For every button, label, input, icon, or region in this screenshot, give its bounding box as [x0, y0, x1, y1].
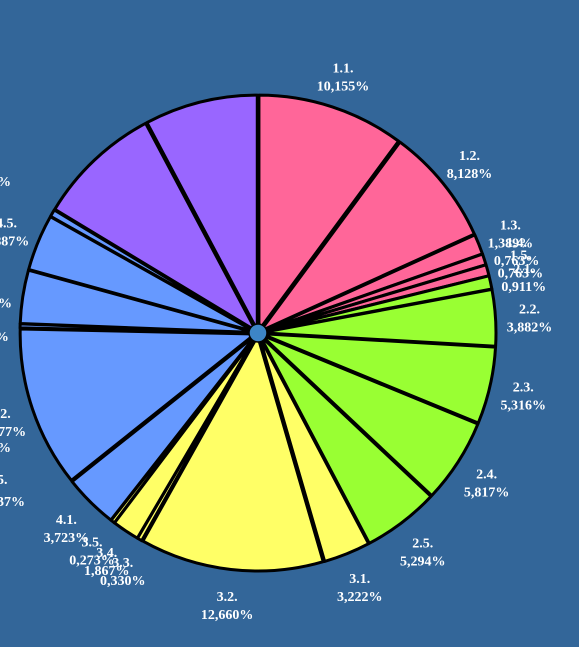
pie-slices [18, 93, 498, 573]
slice-value-label: 0,763% [498, 266, 544, 281]
pie-slice-1-2 [258, 140, 476, 333]
slice-value-label: 0,273% [69, 553, 115, 568]
pie-slice-5-2 [145, 93, 259, 332]
slice-category-label: 1.1. [333, 62, 354, 77]
slice-value-label: 1,867% [84, 564, 130, 579]
slice-category-label: 4.2. [0, 407, 11, 422]
slice-value-label: 11,077% [0, 425, 26, 440]
slice-category-label: 3.1. [349, 572, 370, 587]
slice-value-label: 3,222% [337, 590, 383, 605]
slice-category-label: 3.5. [81, 535, 102, 550]
slice-category-label: 2.2. [519, 303, 540, 318]
slice-category-label: 3.4. [96, 546, 117, 561]
slice-category-label: 2.5. [412, 536, 433, 551]
slice-value-label: 1,389% [488, 237, 534, 252]
slice-category-label: 1.5. [510, 248, 531, 263]
slice-value-label: 0,330% [100, 574, 146, 589]
pie-slice-5-1 [53, 121, 258, 333]
slice-value-label: 5,316% [500, 398, 546, 413]
clipped-label-d: 37% [0, 495, 25, 510]
clipped-label-a: % [0, 175, 11, 190]
slice-category-label: 1.2. [459, 149, 480, 164]
slice-category-label: 4.5. [0, 216, 17, 231]
slice-value-label: 3,882% [507, 321, 553, 336]
slice-value-label: 0,763% [494, 254, 540, 269]
slice-category-label: 1.4. [506, 236, 527, 251]
slice-value-label: 3,723% [44, 531, 90, 546]
slice-category-label: 2.4. [476, 467, 497, 482]
pie-slice-3-2 [141, 334, 325, 573]
slice-value-label: 5,817% [464, 485, 510, 500]
slice-category-label: 1.3. [500, 219, 521, 234]
slice-category-label: 3.3. [112, 556, 133, 571]
slice-value-label: 10,155% [317, 80, 370, 95]
slice-value-label: 5,294% [400, 554, 446, 569]
slice-value-label: 12,660% [201, 608, 254, 623]
pie-slice-4-2 [18, 327, 257, 482]
pie-slice-1-1 [257, 93, 401, 332]
pie-labels: 1.1. 10,155% 1.2. 8,128% 1.3. 1,389%1.4. 0,763… [0, 62, 552, 624]
slice-value-label: 8,128% [447, 167, 493, 182]
clipped-left-labels: % % 5. 37% [0, 175, 25, 510]
slice-category-label: 2.1. [513, 262, 534, 277]
slice-category-label: 2.3. [513, 380, 534, 395]
pie-center-hub [248, 323, 268, 343]
slice-value-label: 0,911% [501, 280, 546, 295]
slice-category-label: 3.2. [217, 590, 238, 605]
clipped-label-b: % [0, 441, 11, 456]
slice-category-label: 4.1. [56, 513, 77, 528]
slice-value-label: 3,677% [0, 296, 12, 311]
slice-value-label: 3,887% [0, 234, 29, 249]
clipped-label-c: 5. [0, 473, 8, 488]
slice-value-label: 0,273% [0, 330, 9, 345]
